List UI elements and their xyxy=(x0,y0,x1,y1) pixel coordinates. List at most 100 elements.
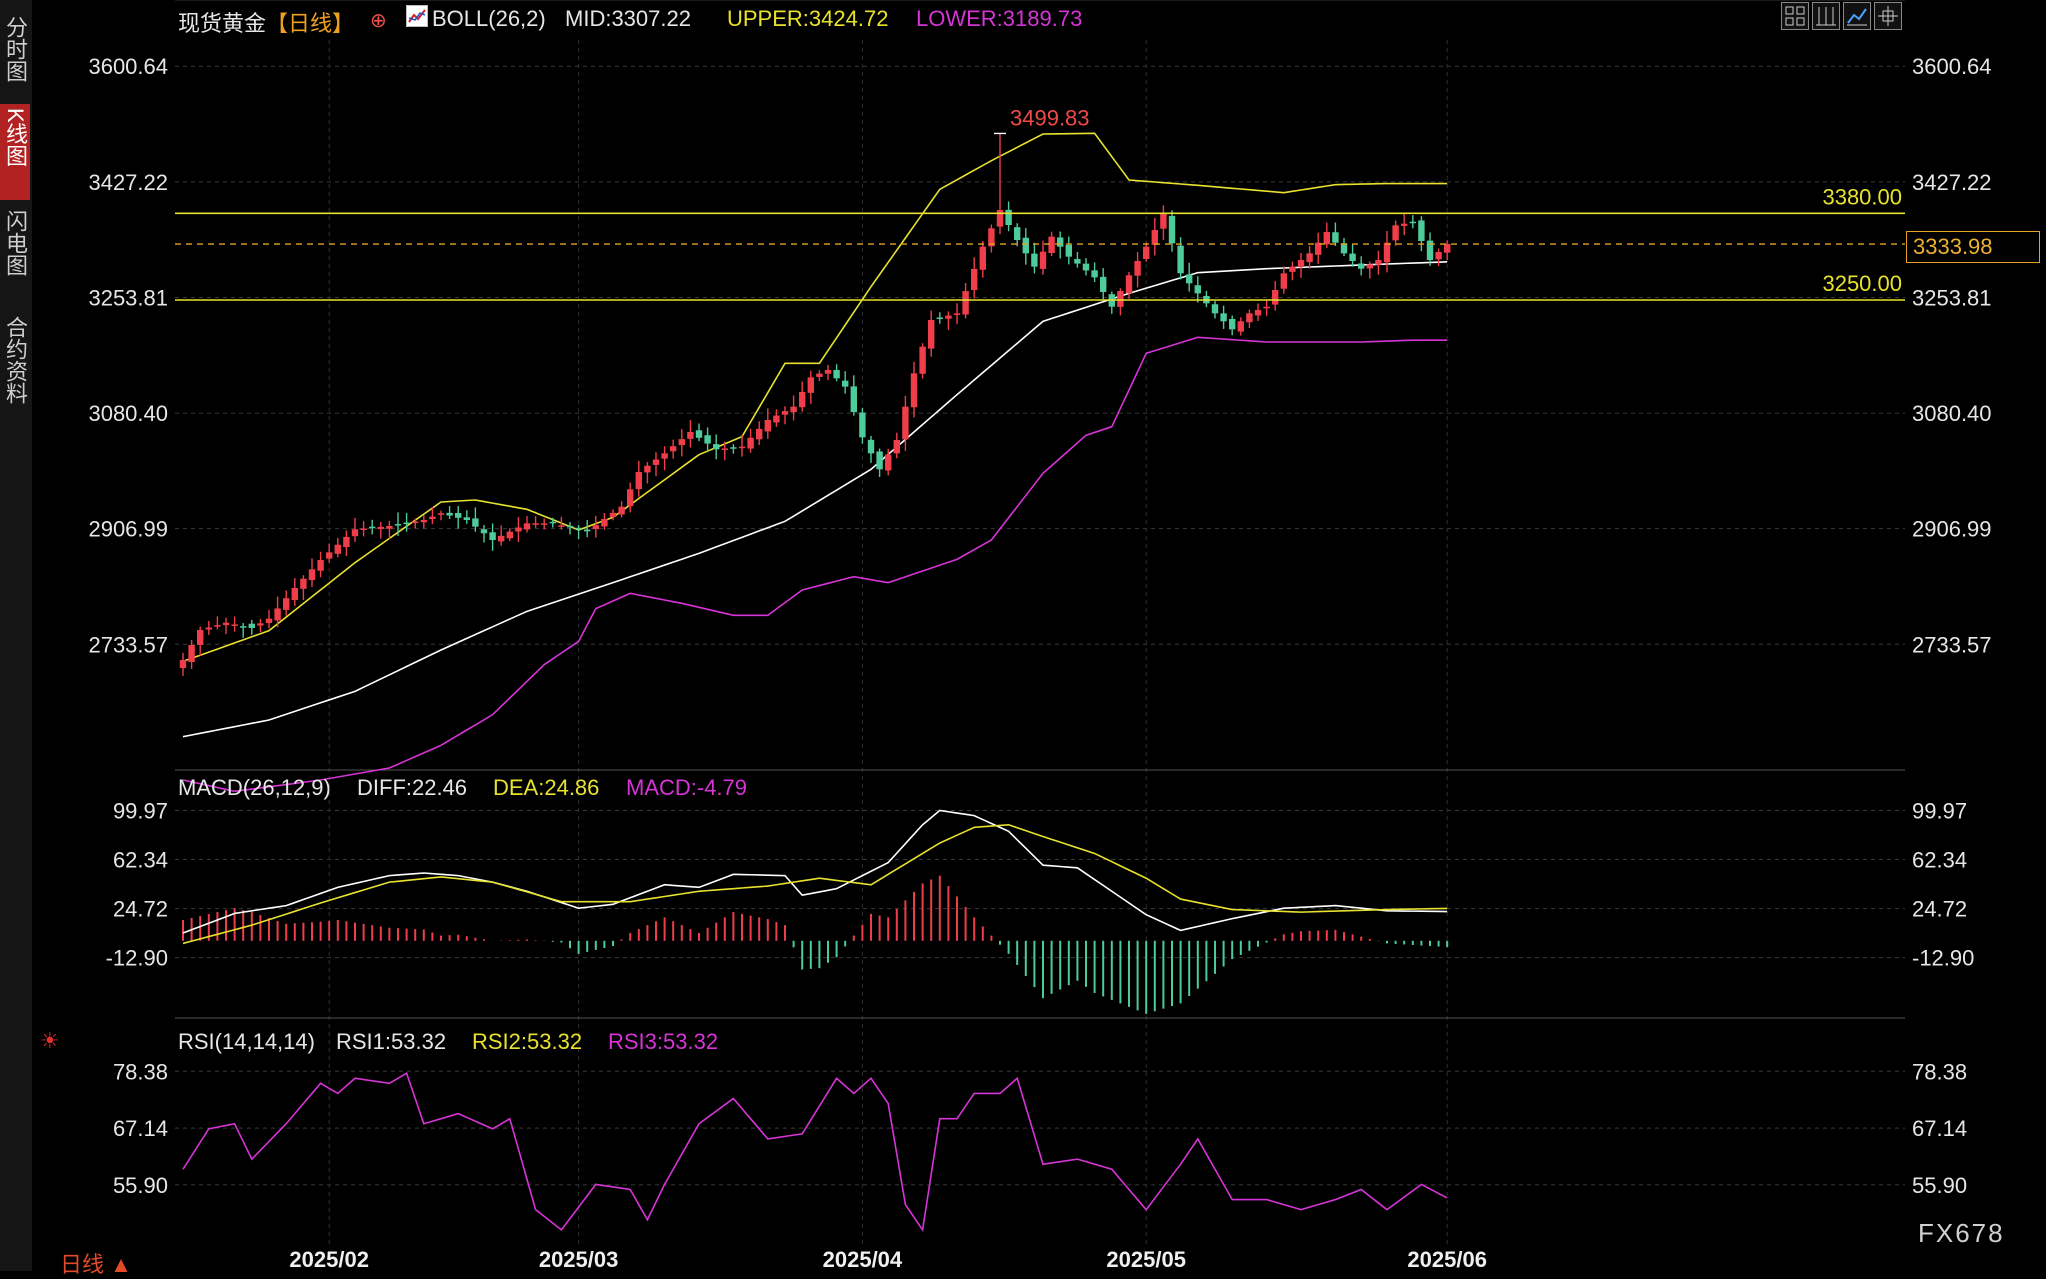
candle-body xyxy=(369,526,376,529)
candle-body xyxy=(1315,242,1322,255)
candle-body xyxy=(308,569,316,581)
add-indicator-icon[interactable]: ⊕ xyxy=(370,10,387,32)
price-tick-left: 3600.64 xyxy=(88,54,168,79)
candle-body xyxy=(799,392,806,408)
columns-icon[interactable] xyxy=(1812,2,1840,30)
rsi-line xyxy=(182,1072,1448,1233)
price-tick-left: 3080.40 xyxy=(88,401,168,426)
boll-lower-line xyxy=(182,336,1448,793)
line-chart-icon[interactable] xyxy=(1843,2,1871,30)
candle-body xyxy=(962,291,969,315)
candle-body xyxy=(403,522,410,525)
tab-contract-info[interactable]: 合约资料 xyxy=(0,312,30,430)
candle-body xyxy=(188,645,195,663)
candle-body xyxy=(1272,290,1279,305)
side-tab-bar: 分时图 K线图 闪电图 合约资料 xyxy=(0,0,32,1271)
candle-body xyxy=(1340,243,1348,254)
tab-kline[interactable]: K线图 xyxy=(0,104,30,200)
chart-line-icon[interactable] xyxy=(406,5,428,27)
candle-body xyxy=(1229,318,1236,330)
candle-body xyxy=(730,447,737,449)
candle-body xyxy=(988,228,995,247)
candle-body xyxy=(1143,246,1150,260)
candle-body xyxy=(713,444,720,450)
macd-hist-value: MACD:-4.79 xyxy=(626,775,748,800)
candle-body xyxy=(1194,285,1201,294)
candle-body xyxy=(343,537,350,548)
period-selector[interactable]: 日线 ▲ xyxy=(60,1247,132,1279)
candle-body xyxy=(773,415,780,423)
macd-tick-left: -12.90 xyxy=(106,946,168,971)
candle-body xyxy=(1048,236,1055,254)
candle-body xyxy=(1444,244,1451,253)
boll-mid-line xyxy=(182,261,1448,738)
rsi-tick-left: 67.14 xyxy=(113,1116,168,1141)
price-tick-left: 2906.99 xyxy=(88,517,168,542)
candle-body xyxy=(326,552,333,559)
candle-body xyxy=(627,489,634,507)
candle-body xyxy=(678,439,685,446)
candle-body xyxy=(222,622,230,626)
candle-body xyxy=(351,529,359,537)
price-tick-right: 3427.22 xyxy=(1912,170,1992,195)
candle-body xyxy=(489,532,496,540)
candle-body xyxy=(1014,227,1021,240)
candle-body xyxy=(1100,276,1107,292)
candle-body xyxy=(850,386,857,412)
settings-sun-icon[interactable]: ☀ xyxy=(40,1028,60,1053)
candle-body xyxy=(704,435,711,444)
candle-body xyxy=(566,525,574,528)
candle-body xyxy=(179,660,187,668)
rsi2-value: RSI2:53.32 xyxy=(472,1029,583,1054)
tab-flash[interactable]: 闪电图 xyxy=(0,206,30,296)
candle-body xyxy=(240,626,247,628)
symbol-title: 现货黄金 xyxy=(178,11,267,36)
candle-body xyxy=(532,523,539,525)
candle-body xyxy=(1409,221,1416,224)
peak-label: 3499.83 xyxy=(1010,105,1090,130)
candle-body xyxy=(756,428,763,440)
candle-body xyxy=(1254,310,1262,316)
tab-timeshare[interactable]: 分时图 xyxy=(0,12,30,102)
grid-layout-icon[interactable] xyxy=(1781,2,1809,30)
candle-body xyxy=(377,526,384,529)
rsi-tick-right: 78.38 xyxy=(1912,1059,1967,1084)
candle-body xyxy=(274,608,281,621)
candle-body xyxy=(816,373,823,377)
macd-tick-left: 99.97 xyxy=(113,798,168,823)
candle-body xyxy=(807,377,814,393)
candle-body xyxy=(781,411,789,415)
candle-body xyxy=(197,630,204,645)
candle-body xyxy=(1237,321,1244,332)
candle-body xyxy=(996,210,1004,227)
watermark: FX678 xyxy=(1918,1218,2005,1248)
crosshair-icon[interactable] xyxy=(1874,2,1902,30)
candle-body xyxy=(506,531,513,539)
candle-body xyxy=(618,506,625,515)
candle-body xyxy=(1005,209,1012,225)
boll-upper-value: UPPER:3424.72 xyxy=(727,6,889,31)
candle-body xyxy=(317,560,324,571)
candle-body xyxy=(1039,251,1047,269)
candle-body xyxy=(1366,264,1373,269)
candle-body xyxy=(1057,237,1064,247)
candle-body xyxy=(738,446,746,449)
candle-body xyxy=(360,528,367,530)
candle-body xyxy=(1263,306,1270,309)
price-tick-left: 3427.22 xyxy=(88,170,168,195)
candle-body xyxy=(1280,273,1287,289)
candle-body xyxy=(558,525,565,527)
candle-body xyxy=(412,521,419,523)
candle-body xyxy=(764,420,771,432)
candle-body xyxy=(1065,244,1072,257)
macd-dea-line xyxy=(182,823,1448,945)
candle-body xyxy=(1117,291,1124,307)
candle-body xyxy=(601,519,608,527)
macd-dea-value: DEA:24.86 xyxy=(493,775,600,800)
candle-body xyxy=(1297,260,1305,268)
macd-tick-right: -12.90 xyxy=(1912,946,1974,971)
candle-body xyxy=(1349,253,1356,261)
price-tick-right: 3253.81 xyxy=(1912,285,1992,310)
macd-diff-value: DIFF:22.46 xyxy=(357,775,468,800)
